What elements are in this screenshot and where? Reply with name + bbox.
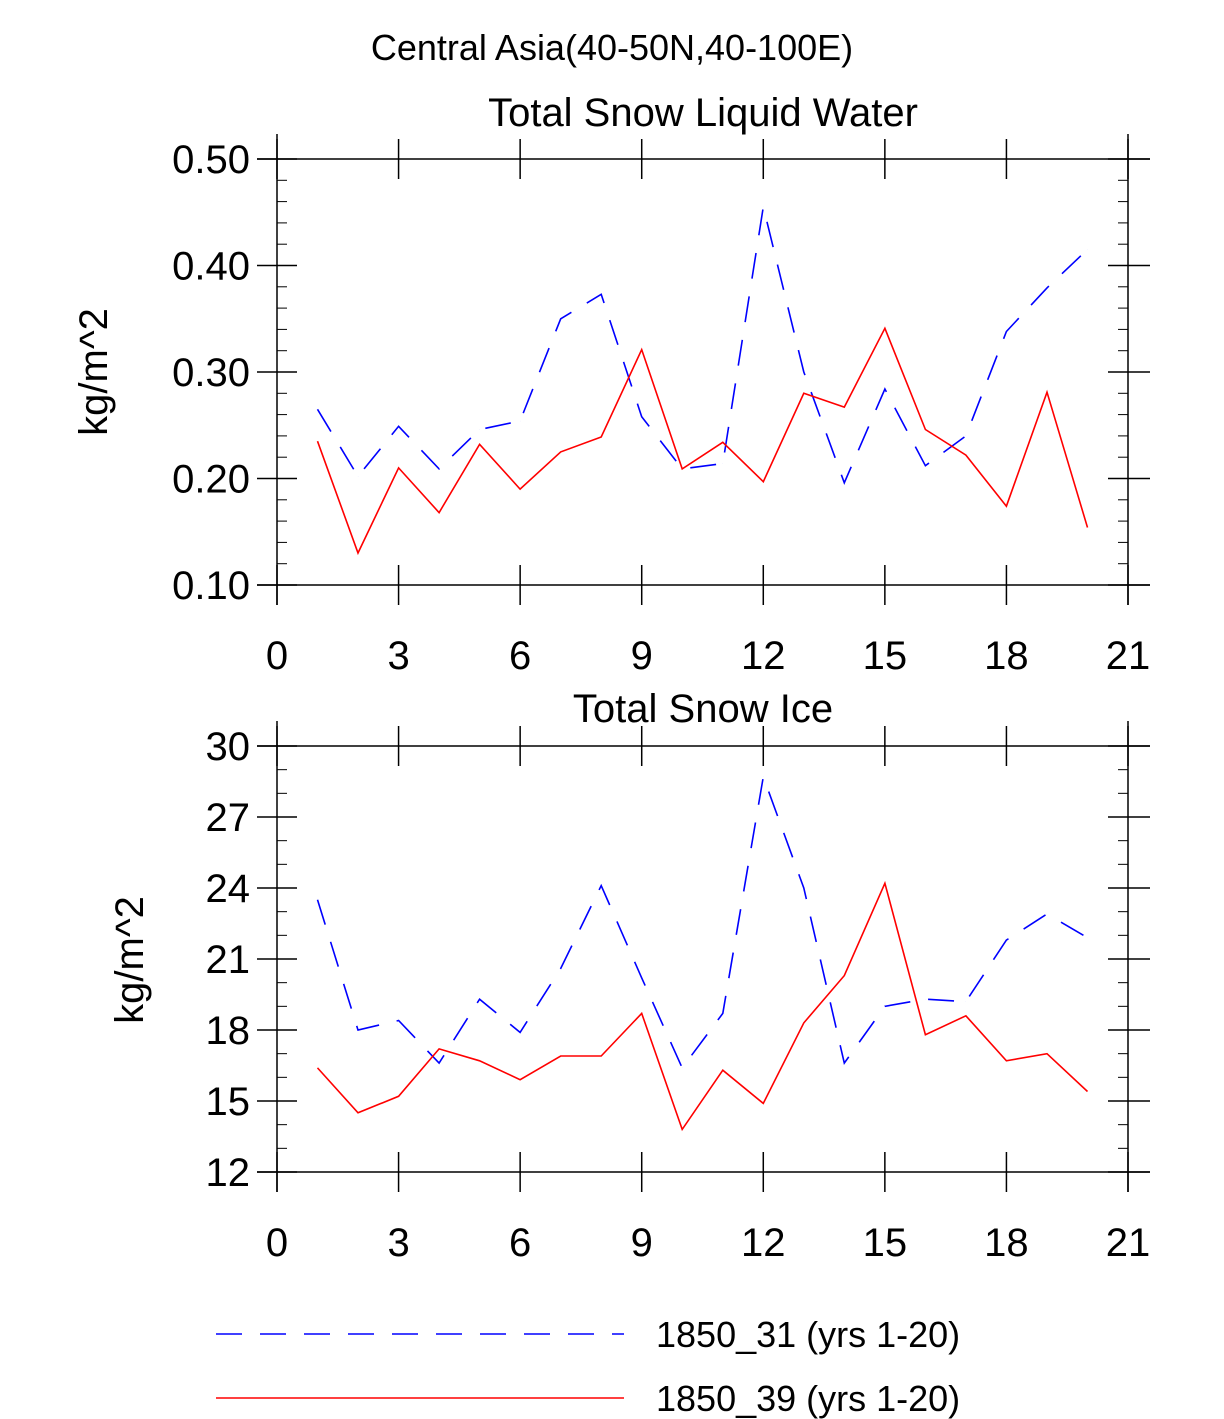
x-tick-label: 9 xyxy=(631,634,653,678)
panel-title: Total Snow Ice xyxy=(573,687,833,731)
y-tick-label: 0.50 xyxy=(172,138,250,182)
x-tick-label: 15 xyxy=(863,1221,908,1265)
y-tick-label: 18 xyxy=(206,1009,251,1053)
y-tick-label: 12 xyxy=(206,1151,251,1195)
x-tick-label: 0 xyxy=(266,1221,288,1265)
y-tick-label: 27 xyxy=(206,796,251,840)
y-axis-label: kg/m^2 xyxy=(108,896,152,1024)
series-line-1850_31 xyxy=(316,206,1089,485)
x-tick-label: 6 xyxy=(509,634,531,678)
y-tick-label: 21 xyxy=(206,938,251,982)
x-tick-label: 9 xyxy=(631,1221,653,1265)
x-tick-label: 6 xyxy=(509,1221,531,1265)
legend: 1850_31 (yrs 1-20) 1850_39 (yrs 1-20) xyxy=(216,1314,960,1419)
x-tick-label: 12 xyxy=(741,634,786,678)
series-line-1850_39 xyxy=(316,326,1089,556)
panel-snow-liquid-water: Total Snow Liquid Water kg/m^2 0 3 6 9 12 15 1… xyxy=(72,91,1150,678)
y-tick-label: 0.30 xyxy=(172,351,250,395)
x-tick-label: 3 xyxy=(387,634,409,678)
x-tick-label: 18 xyxy=(984,1221,1029,1265)
panel-title: Total Snow Liquid Water xyxy=(488,91,918,135)
x-tick-label: 18 xyxy=(984,634,1029,678)
x-tick-label: 12 xyxy=(741,1221,786,1265)
plot-area: 0 3 6 9 12 15 18 21 12 15 18 21 24 27 30 xyxy=(206,721,1151,1265)
series-line-1850_31 xyxy=(316,773,1088,1070)
y-tick-label: 15 xyxy=(206,1080,251,1124)
panel-snow-ice: Total Snow Ice kg/m^2 0 3 6 9 12 15 18 21 12 15 18… xyxy=(108,687,1150,1265)
figure-title: Central Asia(40-50N,40-100E) xyxy=(371,27,853,68)
x-tick-label: 21 xyxy=(1106,1221,1151,1265)
x-tick-label: 15 xyxy=(863,634,908,678)
y-tick-label: 0.20 xyxy=(172,458,250,502)
y-tick-label: 30 xyxy=(206,725,251,769)
series-line-1850_39 xyxy=(316,880,1089,1132)
legend-label: 1850_31 (yrs 1-20) xyxy=(656,1314,960,1355)
x-tick-label: 3 xyxy=(387,1221,409,1265)
x-tick-label: 0 xyxy=(266,634,288,678)
plot-area: 0 3 6 9 12 15 18 21 0.10 0.20 0.30 0.40 0.50 xyxy=(172,134,1150,678)
y-tick-label: 0.40 xyxy=(172,245,250,289)
x-tick-label: 21 xyxy=(1106,634,1151,678)
y-tick-label: 0.10 xyxy=(172,564,250,608)
y-axis-label: kg/m^2 xyxy=(72,308,116,436)
legend-label: 1850_39 (yrs 1-20) xyxy=(656,1378,960,1419)
y-tick-label: 24 xyxy=(206,867,251,911)
